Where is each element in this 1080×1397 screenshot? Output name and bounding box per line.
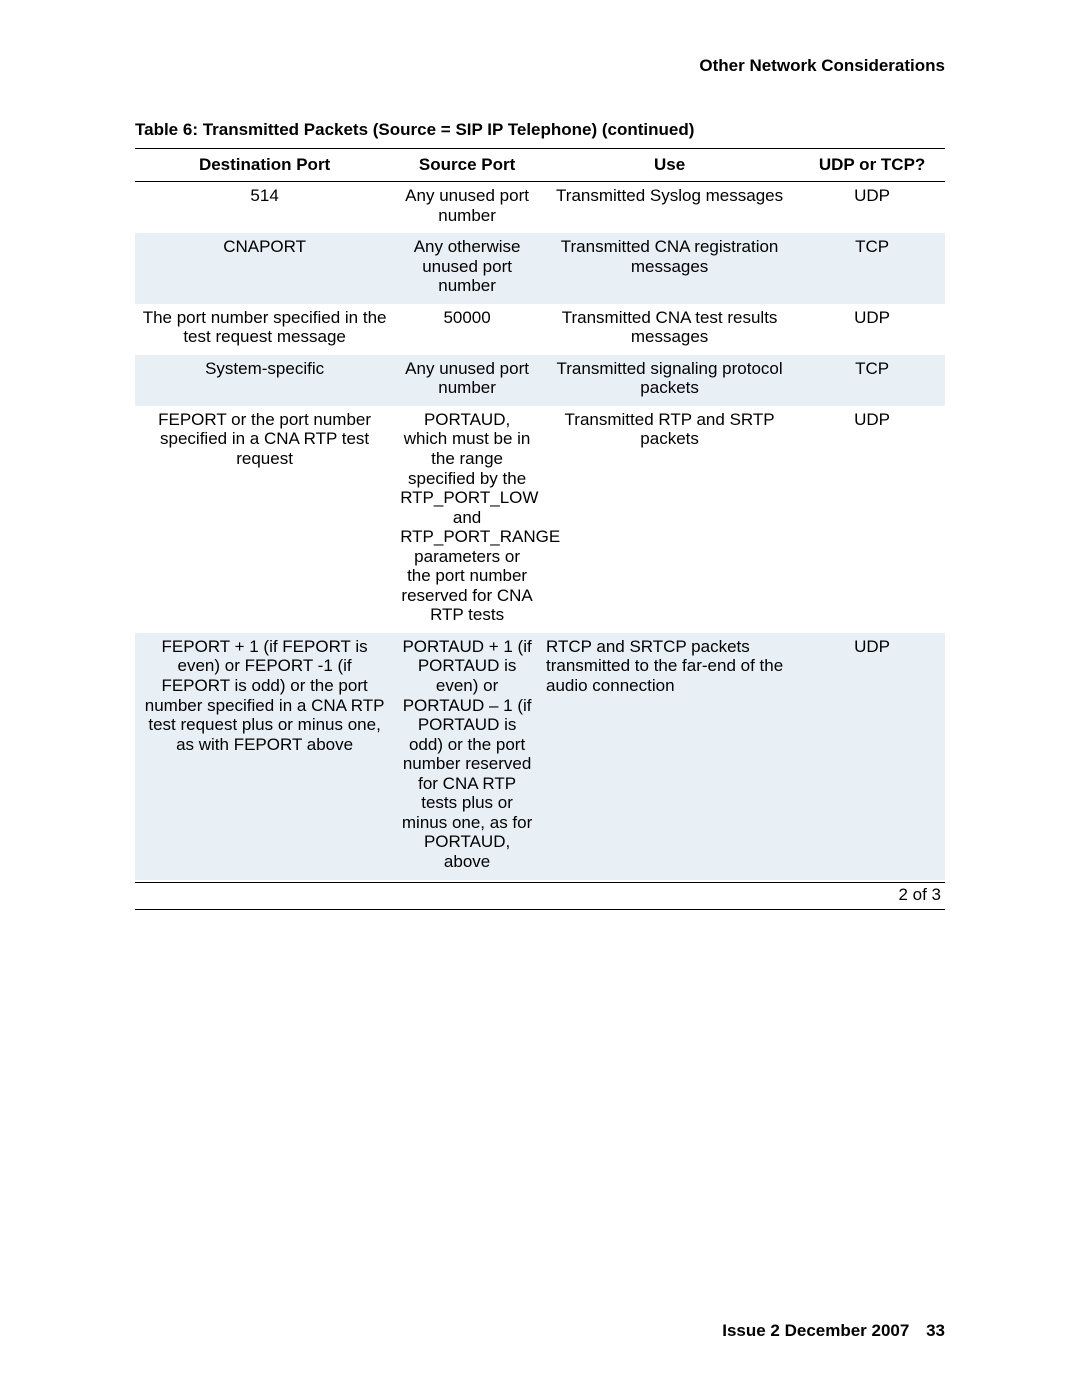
col-destination-port: Destination Port xyxy=(135,149,394,182)
col-source-port: Source Port xyxy=(394,149,540,182)
table-header: Destination Port Source Port Use UDP or … xyxy=(135,149,945,182)
cell-destination-port: FEPORT or the port number specified in a… xyxy=(135,406,394,633)
cell-source-port: PORTAUD + 1 (if PORTAUD is even) or PORT… xyxy=(394,633,540,880)
cell-source-port: Any otherwise unused port number xyxy=(394,233,540,304)
cell-protocol: TCP xyxy=(799,233,945,304)
cell-protocol: UDP xyxy=(799,182,945,234)
table-row: CNAPORTAny otherwise unused port numberT… xyxy=(135,233,945,304)
table-row: FEPORT + 1 (if FEPORT is even) or FEPORT… xyxy=(135,633,945,880)
cell-protocol: UDP xyxy=(799,406,945,633)
cell-use: Transmitted CNA registration messages xyxy=(540,233,799,304)
cell-use: Transmitted Syslog messages xyxy=(540,182,799,234)
table-row: FEPORT or the port number specified in a… xyxy=(135,406,945,633)
col-udp-or-tcp: UDP or TCP? xyxy=(799,149,945,182)
cell-protocol: TCP xyxy=(799,355,945,406)
cell-protocol: UDP xyxy=(799,304,945,355)
footer-page-number: 33 xyxy=(926,1321,945,1340)
cell-use: Transmitted CNA test results messages xyxy=(540,304,799,355)
cell-destination-port: CNAPORT xyxy=(135,233,394,304)
cell-source-port: Any unused port number xyxy=(394,182,540,234)
cell-destination-port: FEPORT + 1 (if FEPORT is even) or FEPORT… xyxy=(135,633,394,880)
table-page-indicator: 2 of 3 xyxy=(135,883,945,909)
footer-issue: Issue 2 December 2007 xyxy=(722,1321,909,1340)
cell-use: Transmitted RTP and SRTP packets xyxy=(540,406,799,633)
page-footer: Issue 2 December 2007 33 xyxy=(722,1321,945,1341)
col-use: Use xyxy=(540,149,799,182)
table-rule-bottom xyxy=(135,909,945,910)
cell-use: Transmitted signaling protocol packets xyxy=(540,355,799,406)
cell-source-port: Any unused port number xyxy=(394,355,540,406)
packets-table: Destination Port Source Port Use UDP or … xyxy=(135,148,945,880)
cell-source-port: PORTAUD, which must be in the range spec… xyxy=(394,406,540,633)
cell-destination-port: The port number specified in the test re… xyxy=(135,304,394,355)
table-row: The port number specified in the test re… xyxy=(135,304,945,355)
cell-source-port: 50000 xyxy=(394,304,540,355)
page: Other Network Considerations Table 6: Tr… xyxy=(0,0,1080,1397)
section-header: Other Network Considerations xyxy=(135,56,945,76)
cell-destination-port: 514 xyxy=(135,182,394,234)
cell-destination-port: System-specific xyxy=(135,355,394,406)
table-row: 514Any unused port numberTransmitted Sys… xyxy=(135,182,945,234)
table-caption: Table 6: Transmitted Packets (Source = S… xyxy=(135,120,945,140)
cell-use: RTCP and SRTCP packets transmitted to th… xyxy=(540,633,799,880)
cell-protocol: UDP xyxy=(799,633,945,880)
table-row: System-specificAny unused port numberTra… xyxy=(135,355,945,406)
table-body: 514Any unused port numberTransmitted Sys… xyxy=(135,182,945,880)
